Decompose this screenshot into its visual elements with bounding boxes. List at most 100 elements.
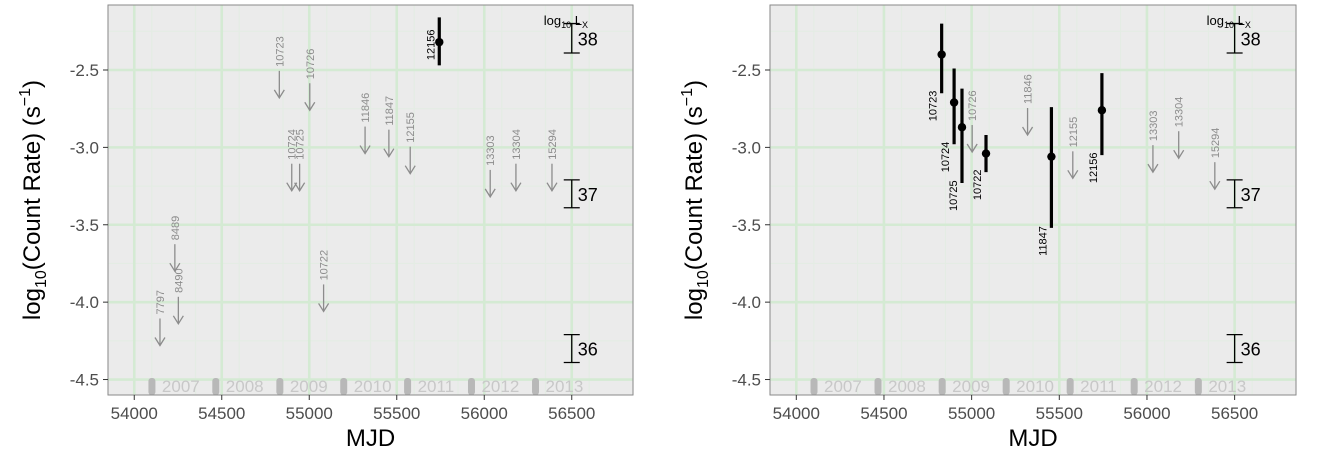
right-year-label-2012: 2012	[1144, 377, 1182, 396]
right-y-label-sup: −1	[679, 88, 696, 106]
left-upper-limit-head	[172, 315, 184, 326]
right-year-label-2008: 2008	[888, 377, 926, 396]
left-year-marker-2010	[340, 378, 348, 395]
right-upper-limit-15294: 15294	[1209, 128, 1222, 191]
right-year-label-2010: 2010	[1016, 377, 1054, 396]
right-detection-10723: 10723	[928, 23, 946, 121]
left-y-label-end: )	[19, 80, 46, 88]
left-year-marker-2007	[148, 378, 156, 395]
right-detection-11847: 11847	[1037, 107, 1056, 256]
right-detection-12156: 12156	[1088, 73, 1107, 183]
left-y-tick-label--4.5: -4.5	[70, 371, 99, 390]
left-year-label-2011: 2011	[418, 377, 455, 396]
left-upper-limit-label-15294: 15294	[547, 129, 559, 160]
left-y-tick-label--3.0: -3.0	[70, 138, 99, 157]
right-detection-point	[937, 50, 946, 59]
right-detection-point	[1047, 152, 1056, 161]
left-year-label-2010: 2010	[354, 377, 392, 396]
right-upper-limit-label-10726: 10726	[967, 90, 979, 121]
right-detection-10725: 10725	[948, 88, 967, 211]
right-upper-limit-head	[1173, 149, 1185, 160]
left-upper-limit-head	[546, 182, 558, 192]
left-upper-limit-label-13303: 13303	[485, 135, 497, 166]
right-x-tick-label-56500: 56500	[1211, 404, 1258, 423]
left-upper-limit-label-10722: 10722	[319, 250, 331, 281]
right-upper-limit-head	[1209, 180, 1221, 191]
right-upper-limit-13303: 13303	[1147, 111, 1160, 174]
right-lx-bracket-37: 37	[1226, 179, 1261, 209]
left-year-marker-2012	[467, 378, 475, 395]
left-y-label-rest: (Count Rate) (s	[19, 106, 46, 270]
right-y-tick-label--3.5: -3.5	[732, 216, 761, 235]
right-x-tick-label-54500: 54500	[860, 404, 907, 423]
left-upper-limit-10722: 10722	[318, 250, 331, 313]
left-detection-point	[435, 37, 444, 47]
right-lx-bracket-38: 38	[1226, 22, 1261, 54]
left-upper-limit-13303: 13303	[484, 135, 497, 199]
left-upper-limit-8490: 8490	[172, 268, 185, 326]
right-upper-limit-head	[1022, 126, 1034, 137]
right-detection-label-10725: 10725	[948, 180, 960, 211]
right-upper-limit-head	[1067, 169, 1079, 180]
left-upper-limit-head	[359, 145, 371, 155]
left-upper-limit-10723: 10723	[273, 36, 286, 100]
left-upper-limit-10726: 10726	[304, 49, 317, 112]
right-upper-limit-13304: 13304	[1173, 97, 1186, 160]
right-upper-limit-12155: 12155	[1067, 117, 1080, 180]
right-upper-limit-label-13303: 13303	[1148, 111, 1160, 142]
right-year-label-2007: 2007	[824, 377, 862, 396]
right-detection-10724: 10724	[940, 68, 959, 173]
right-detection-label-10724: 10724	[940, 142, 952, 173]
left-year-label-2008: 2008	[226, 377, 264, 396]
right-detection-point	[957, 123, 967, 132]
right-upper-limit-head	[1147, 163, 1159, 174]
left-upper-limit-head	[294, 182, 306, 192]
left-x-tick-label-55500: 55500	[373, 404, 420, 423]
left-year-marker-2009	[276, 378, 284, 395]
right-x-tick-label-56000: 56000	[1123, 404, 1170, 423]
left-upper-limit-label-10724: 10724	[287, 129, 299, 160]
right-upper-limit-label-15294: 15294	[1210, 128, 1222, 159]
left-upper-limit-label-10726: 10726	[305, 49, 317, 80]
left-plot-border	[107, 4, 634, 396]
right-upper-limit-11846: 11846	[1022, 74, 1035, 137]
right-x-tick-label-55000: 55000	[948, 404, 995, 423]
left-x-tick-label-55000: 55000	[286, 404, 333, 423]
left-upper-limit-13304: 13304	[510, 129, 523, 192]
right-grid	[769, 5, 1297, 395]
left-year-marker-2013	[532, 378, 540, 395]
right-y-axis-label: log10(Count Rate) (s−1)	[679, 80, 712, 320]
left-upper-limit-label-8490: 8490	[173, 268, 185, 292]
left-upper-limit-label-11847: 11847	[384, 96, 396, 126]
left-y-tick-label--2.5: -2.5	[70, 61, 99, 80]
right-y-tick-label--3.0: -3.0	[732, 138, 761, 157]
right-year-marker-2007	[810, 378, 818, 395]
left-upper-limit-label-10725: 10725	[295, 129, 307, 160]
left-y-axis-label: log10(Count Rate) (s−1)	[17, 80, 50, 320]
right-year-marker-2008	[874, 378, 882, 395]
right-y-tick-label--2.5: -2.5	[732, 61, 761, 80]
right-plot-border	[769, 4, 1297, 396]
left-y-tick-label--4.0: -4.0	[70, 293, 99, 312]
left-x-tick-label-56500: 56500	[548, 404, 595, 423]
right-y-label-end: )	[681, 80, 708, 88]
left-lx-title-X: X	[582, 20, 588, 30]
right-year-label-2009: 2009	[952, 377, 990, 396]
left-year-label-2013: 2013	[546, 377, 584, 396]
left-upper-limit-label-8489: 8489	[170, 216, 182, 240]
left-upper-limit-10725: 10725	[294, 129, 307, 192]
left-upper-limit-15294: 15294	[546, 129, 559, 192]
right-upper-limit-10726: 10726	[966, 90, 979, 154]
left-upper-limit-head	[484, 188, 496, 199]
left-year-marker-2008	[212, 378, 220, 395]
left-year-label-2009: 2009	[290, 377, 328, 396]
right-lx-bracket-label-37: 37	[1241, 185, 1261, 205]
right-y-tick-label--4.0: -4.0	[732, 293, 761, 312]
right-lx-scale-title: log10 LX	[1207, 13, 1251, 30]
right-year-marker-2011	[1066, 378, 1074, 395]
right-lx-bracket-label-36: 36	[1241, 340, 1261, 360]
right-detection-label-11847: 11847	[1037, 226, 1049, 256]
left-year-marker-2011	[404, 378, 412, 395]
